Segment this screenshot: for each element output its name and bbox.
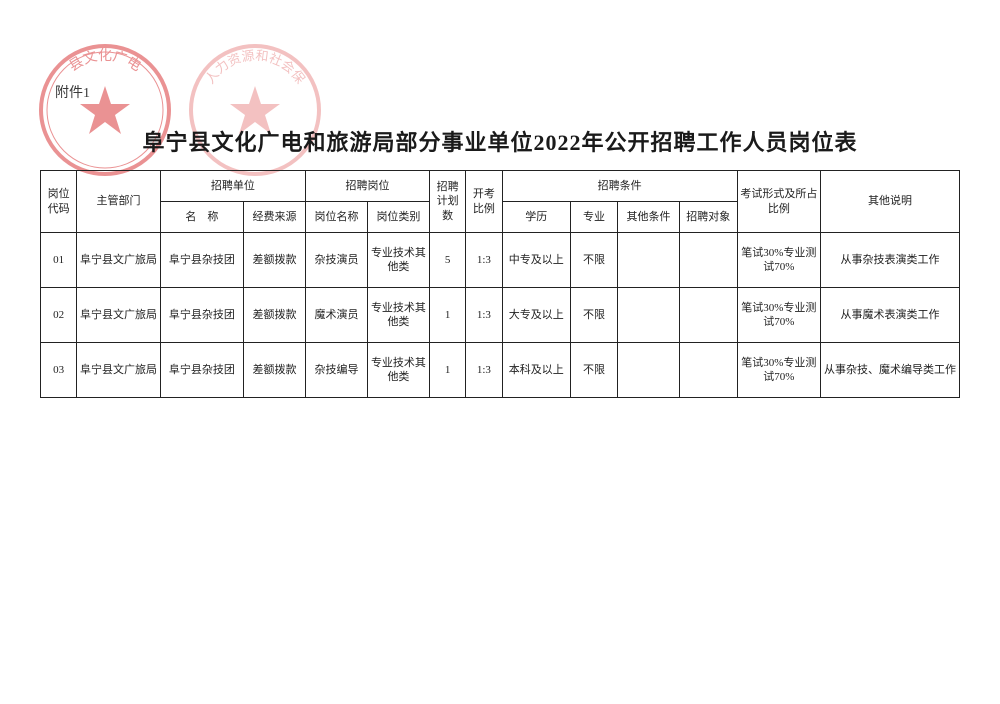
cell-other	[617, 233, 679, 288]
cell-pname: 魔术演员	[305, 288, 367, 343]
cell-plan: 1	[429, 343, 465, 398]
positions-tbody: 01 阜宁县文广旅局 阜宁县杂技团 差额拨款 杂技演员 专业技术其他类 5 1:…	[41, 233, 960, 398]
cell-code: 02	[41, 288, 77, 343]
cell-edu: 中专及以上	[502, 233, 570, 288]
cell-exam: 笔试30%专业测试70%	[737, 288, 820, 343]
cell-target	[679, 233, 737, 288]
th-unit-fund: 经费来源	[244, 202, 306, 233]
cell-exam: 笔试30%专业测试70%	[737, 233, 820, 288]
stamp-right-text: 人力资源和社会保	[202, 48, 308, 87]
svg-text:人力资源和社会保: 人力资源和社会保	[202, 48, 308, 87]
cell-fund: 差额拨款	[244, 343, 306, 398]
cell-target	[679, 343, 737, 398]
th-major: 专业	[570, 202, 617, 233]
cell-dept: 阜宁县文广旅局	[77, 233, 160, 288]
cell-edu: 大专及以上	[502, 288, 570, 343]
page-title: 阜宁县文化广电和旅游局部分事业单位2022年公开招聘工作人员岗位表	[0, 125, 1000, 157]
cell-dept: 阜宁县文广旅局	[77, 288, 160, 343]
cell-fund: 差额拨款	[244, 233, 306, 288]
positions-table: 岗位代码 主管部门 招聘单位 招聘岗位 招聘计划数 开考比例 招聘条件 考试形式…	[40, 170, 960, 398]
th-note: 其他说明	[821, 171, 960, 233]
th-post-name: 岗位名称	[305, 202, 367, 233]
cell-ratio: 1:3	[466, 288, 502, 343]
cell-major: 不限	[570, 343, 617, 398]
table-row: 01 阜宁县文广旅局 阜宁县杂技团 差额拨款 杂技演员 专业技术其他类 5 1:…	[41, 233, 960, 288]
cell-unit: 阜宁县杂技团	[160, 343, 243, 398]
cell-plan: 1	[429, 288, 465, 343]
cell-target	[679, 288, 737, 343]
cell-ptype: 专业技术其他类	[367, 343, 429, 398]
official-stamp-left: 县文化广电	[37, 42, 173, 178]
cell-ptype: 专业技术其他类	[367, 233, 429, 288]
cell-dept: 阜宁县文广旅局	[77, 343, 160, 398]
th-unit-group: 招聘单位	[160, 171, 305, 202]
cell-unit: 阜宁县杂技团	[160, 233, 243, 288]
cell-ratio: 1:3	[466, 233, 502, 288]
th-dept: 主管部门	[77, 171, 160, 233]
cell-other	[617, 288, 679, 343]
cell-exam: 笔试30%专业测试70%	[737, 343, 820, 398]
cell-note: 从事杂技表演类工作	[821, 233, 960, 288]
th-unit-name: 名 称	[160, 202, 243, 233]
th-cond-group: 招聘条件	[502, 171, 737, 202]
cell-other	[617, 343, 679, 398]
th-exam: 考试形式及所占比例	[737, 171, 820, 233]
cell-edu: 本科及以上	[502, 343, 570, 398]
th-target: 招聘对象	[679, 202, 737, 233]
positions-table-wrap: 岗位代码 主管部门 招聘单位 招聘岗位 招聘计划数 开考比例 招聘条件 考试形式…	[40, 170, 960, 398]
cell-pname: 杂技演员	[305, 233, 367, 288]
cell-code: 03	[41, 343, 77, 398]
cell-fund: 差额拨款	[244, 288, 306, 343]
attachment-label: 附件1	[55, 82, 90, 102]
cell-code: 01	[41, 233, 77, 288]
cell-pname: 杂技编导	[305, 343, 367, 398]
cell-note: 从事杂技、魔术编导类工作	[821, 343, 960, 398]
table-row: 02 阜宁县文广旅局 阜宁县杂技团 差额拨款 魔术演员 专业技术其他类 1 1:…	[41, 288, 960, 343]
cell-note: 从事魔术表演类工作	[821, 288, 960, 343]
th-edu: 学历	[502, 202, 570, 233]
th-post-group: 招聘岗位	[305, 171, 429, 202]
th-ratio: 开考比例	[466, 171, 502, 233]
cell-major: 不限	[570, 233, 617, 288]
cell-ptype: 专业技术其他类	[367, 288, 429, 343]
official-stamp-right: 人力资源和社会保	[187, 42, 323, 178]
cell-unit: 阜宁县杂技团	[160, 288, 243, 343]
cell-major: 不限	[570, 288, 617, 343]
cell-ratio: 1:3	[466, 343, 502, 398]
th-other: 其他条件	[617, 202, 679, 233]
table-row: 03 阜宁县文广旅局 阜宁县杂技团 差额拨款 杂技编导 专业技术其他类 1 1:…	[41, 343, 960, 398]
th-code: 岗位代码	[41, 171, 77, 233]
th-post-type: 岗位类别	[367, 202, 429, 233]
cell-plan: 5	[429, 233, 465, 288]
th-plan: 招聘计划数	[429, 171, 465, 233]
